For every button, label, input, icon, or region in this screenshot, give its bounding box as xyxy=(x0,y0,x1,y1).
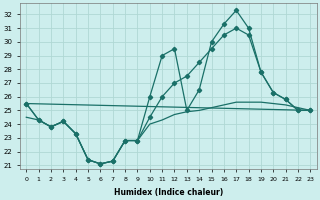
X-axis label: Humidex (Indice chaleur): Humidex (Indice chaleur) xyxy=(114,188,223,197)
